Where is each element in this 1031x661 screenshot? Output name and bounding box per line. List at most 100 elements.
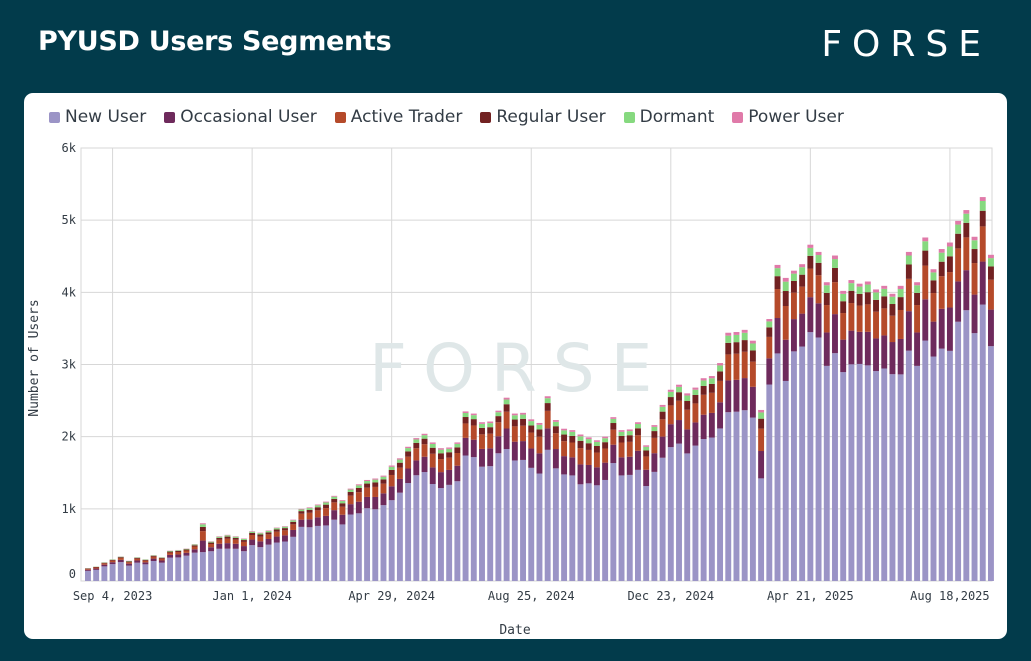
bar-segment-occasional-user [347,504,354,515]
bar-segment-new-user [930,356,937,581]
bar-segment-regular-user [635,428,641,436]
bar-segment-active-trader [396,467,403,479]
bar-segment-occasional-user [167,554,174,558]
y-axis-title: Number of Users [27,299,42,416]
bar-segment-new-user [462,455,469,581]
bar-segment-regular-user [832,267,838,283]
bar-segment-regular-user [446,452,453,458]
bar-segment-active-trader [405,456,412,469]
bar-segment-occasional-user [470,439,477,458]
legend-item-new-user[interactable]: New User [49,107,146,127]
bar-segment-new-user [355,513,362,581]
bar-segment-occasional-user [651,453,658,472]
bar-segment-new-user [232,548,239,581]
bar-segment-dormant [355,485,362,488]
bar-segment-active-trader [150,556,157,559]
bar-segment-power-user [676,384,682,387]
bar-segment-occasional-user [462,437,469,456]
bar-segment-active-trader [955,248,962,282]
bar-segment-power-user [856,283,863,287]
bar-segment-occasional-user [421,456,428,473]
bar-segment-active-trader [158,558,165,561]
bar-segment-dormant [495,412,502,417]
bar-segment-new-user [93,569,100,581]
bar-segment-regular-user [232,537,239,540]
bar-segment-active-trader [167,552,174,555]
bar-segment-occasional-user [290,529,297,537]
bar-segment-power-user [667,389,674,392]
bar-segment-active-trader [832,282,838,315]
bar-segment-new-user [971,333,978,581]
bar-segment-new-user [914,365,921,581]
bar-segment-active-trader [749,361,756,387]
bar-segment-active-trader [372,486,379,497]
bar-segment-occasional-user [618,457,625,476]
bar-segment-occasional-user [306,519,313,528]
legend-item-power-user[interactable]: Power User [732,107,844,127]
bar-segment-dormant [569,431,576,436]
bar-segment-occasional-user [659,436,666,458]
bar-segment-occasional-user [437,472,444,489]
bar-segment-occasional-user [175,554,182,558]
bar-segment-dormant [823,285,830,293]
bar-segment-active-trader [626,441,633,457]
bar-segment-regular-user [249,532,256,536]
bar-segment-new-user [676,443,682,581]
bar-segment-dormant [897,289,904,298]
bar-segment-new-user [758,478,765,581]
bar-segment-dormant [183,548,190,550]
bar-segment-new-user [150,560,157,581]
bar-segment-power-user [635,422,641,424]
bar-segment-dormant [938,252,945,262]
bar-segment-active-trader [618,442,625,458]
bar-segment-occasional-user [503,428,510,450]
bar-segment-new-user [511,460,518,581]
bar-segment-active-trader [257,536,264,542]
bar-segment-dormant [446,448,453,453]
bar-segment-dormant [782,281,789,292]
bar-segment-dormant [840,293,847,302]
bar-segment-dormant [922,241,929,251]
bar-segment-power-user [692,387,699,390]
y-tick-label: 2k [62,430,77,444]
bar-segment-active-trader [101,563,108,565]
legend-item-occasional-user[interactable]: Occasional User [164,107,317,127]
bar-segment-new-user [520,459,526,581]
bar-segment-regular-user [873,299,879,312]
bar-segment-active-trader [790,292,797,320]
bar-segment-occasional-user [232,543,239,549]
bar-segment-new-user [807,332,814,581]
bar-segment-power-user [684,393,691,396]
bar-segment-regular-user [717,371,724,381]
bar-segment-regular-user [290,521,297,525]
bar-segment-occasional-user [979,261,986,305]
bar-segment-power-user [577,434,584,437]
bar-segment-new-user [667,447,674,581]
bar-segment-new-user [766,384,773,581]
bar-segment-new-user [224,548,231,581]
bar-segment-new-user [840,372,847,581]
x-axis: Sep 4, 2023 Jan 1, 2024 Apr 29, 2024 Aug 25… [73,589,990,603]
bar-segment-active-trader [914,305,921,333]
legend-item-active-trader[interactable]: Active Trader [334,107,462,127]
bar-segment-occasional-user [536,453,543,474]
bar-segment-regular-user [766,327,773,337]
legend-label: Occasional User [180,107,317,127]
bar-segment-power-user [946,242,953,247]
bar-segment-regular-user [758,418,765,429]
bar-segment-occasional-user [684,429,691,454]
bar-segment-new-user [593,485,600,581]
bar-segment-power-user [626,429,633,432]
bar-segment-new-user [955,321,962,581]
bar-segment-occasional-user [774,318,781,354]
bar-segment-active-trader [298,513,305,520]
bar-segment-new-user [446,484,453,581]
bar-segment-occasional-user [93,568,100,570]
legend-item-dormant[interactable]: Dormant [623,107,714,127]
bar-segment-occasional-user [963,270,970,311]
bar-segment-active-trader [717,380,724,403]
legend-item-regular-user[interactable]: Regular User [480,107,606,127]
bar-segment-power-user [323,501,329,503]
bar-segment-active-trader [569,442,576,458]
bar-segment-regular-user [782,291,789,307]
